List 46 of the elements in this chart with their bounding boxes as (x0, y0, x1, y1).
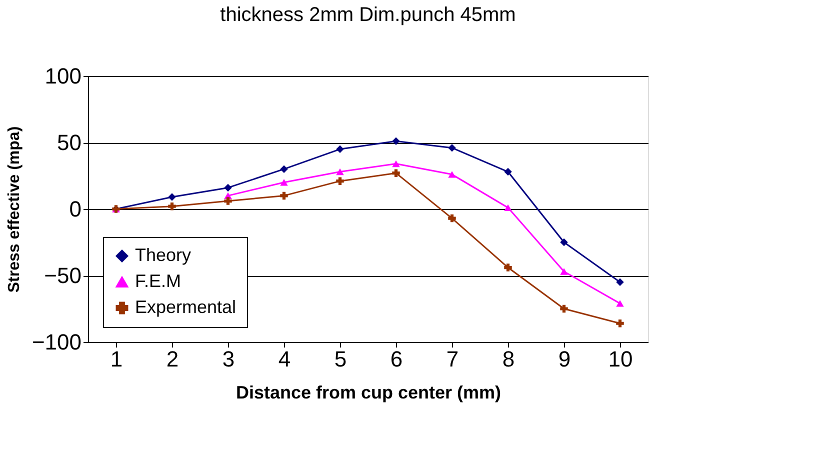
point (616, 320, 624, 328)
point (336, 168, 344, 176)
point (168, 202, 176, 210)
x-tick-label: 4 (278, 346, 291, 372)
point (504, 168, 512, 176)
point (616, 300, 624, 307)
x-axis-title: Distance from cup center (mm) (236, 382, 502, 402)
point (392, 160, 400, 168)
point (224, 197, 232, 205)
point (560, 238, 568, 246)
point (280, 179, 288, 186)
legend-label: F.E.M (135, 271, 182, 291)
x-tick-label: 7 (446, 346, 459, 372)
point (224, 184, 232, 192)
x-tick-label: 1 (110, 346, 123, 372)
y-tick-label: 50 (57, 130, 82, 155)
point (392, 169, 400, 177)
point (616, 278, 624, 286)
point (504, 204, 512, 212)
x-tick-label: 5 (334, 346, 347, 372)
legend-label: Theory (135, 245, 192, 265)
point (280, 165, 288, 173)
y-tick-label: −100 (32, 330, 82, 354)
point (336, 145, 344, 154)
x-tick-label: 10 (608, 346, 633, 372)
point (504, 264, 512, 272)
point (560, 304, 568, 313)
point (448, 171, 456, 178)
x-tick-label: 3 (222, 346, 235, 372)
legend-label: Expermental (135, 297, 236, 317)
point (336, 177, 344, 185)
y-tick-label: −50 (44, 263, 82, 288)
point (448, 144, 456, 152)
x-tick-label: 2 (166, 346, 179, 372)
x-tick-label: 9 (558, 346, 571, 372)
point (560, 268, 568, 275)
point (168, 193, 176, 201)
point (280, 192, 288, 200)
point (448, 214, 456, 222)
y-axis-title: Stress effective (mpa) (6, 126, 23, 293)
y-tick-label: 0 (69, 196, 82, 222)
x-tick-label: 6 (390, 346, 403, 372)
x-tick-label: 8 (502, 346, 515, 372)
y-tick-label: 100 (44, 64, 82, 88)
chart-title: thickness 2mm Dim.punch 45mm (220, 4, 516, 26)
point (392, 137, 400, 146)
